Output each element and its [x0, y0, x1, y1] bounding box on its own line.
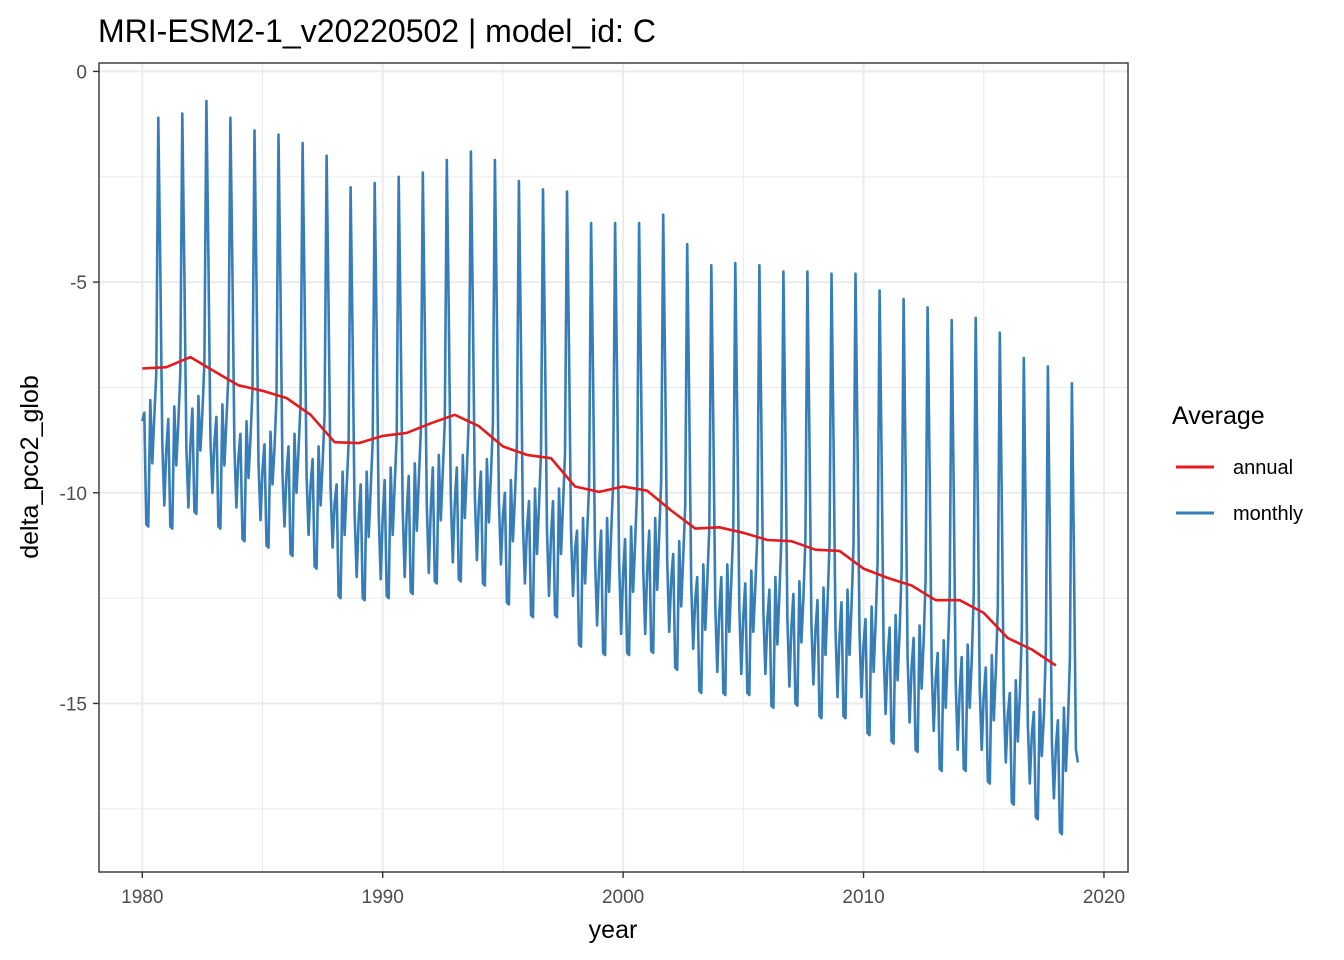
y-axis-title: delta_pco2_glob	[16, 375, 44, 559]
y-tick-label: -5	[70, 273, 87, 294]
x-axis-title: year	[589, 916, 638, 944]
x-axis: 1980 1990 2000 2010 2020	[121, 872, 1125, 908]
y-tick-label: 0	[76, 62, 87, 83]
series-annual-line	[142, 355, 1057, 667]
x-tick-label: 1980	[121, 887, 163, 908]
chart-title: MRI-ESM2-1_v20220502 | model_id: C	[98, 13, 656, 49]
y-tick-label: -10	[60, 484, 87, 505]
x-tick-label: 2010	[842, 887, 884, 908]
y-axis: 0 -5 -10 -15	[60, 62, 99, 715]
x-tick-label: 2020	[1083, 887, 1125, 908]
y-tick-label: -15	[60, 694, 87, 715]
legend: Average annual monthly	[1172, 402, 1303, 525]
plot-border	[98, 62, 1129, 873]
legend-label-annual: annual	[1233, 457, 1293, 479]
legend-title: Average	[1172, 402, 1265, 430]
x-tick-label: 2000	[602, 887, 644, 908]
series-monthly-line	[141, 99, 1080, 836]
x-tick-label: 1990	[362, 887, 404, 908]
legend-label-monthly: monthly	[1233, 503, 1303, 525]
series-layer	[141, 99, 1080, 836]
